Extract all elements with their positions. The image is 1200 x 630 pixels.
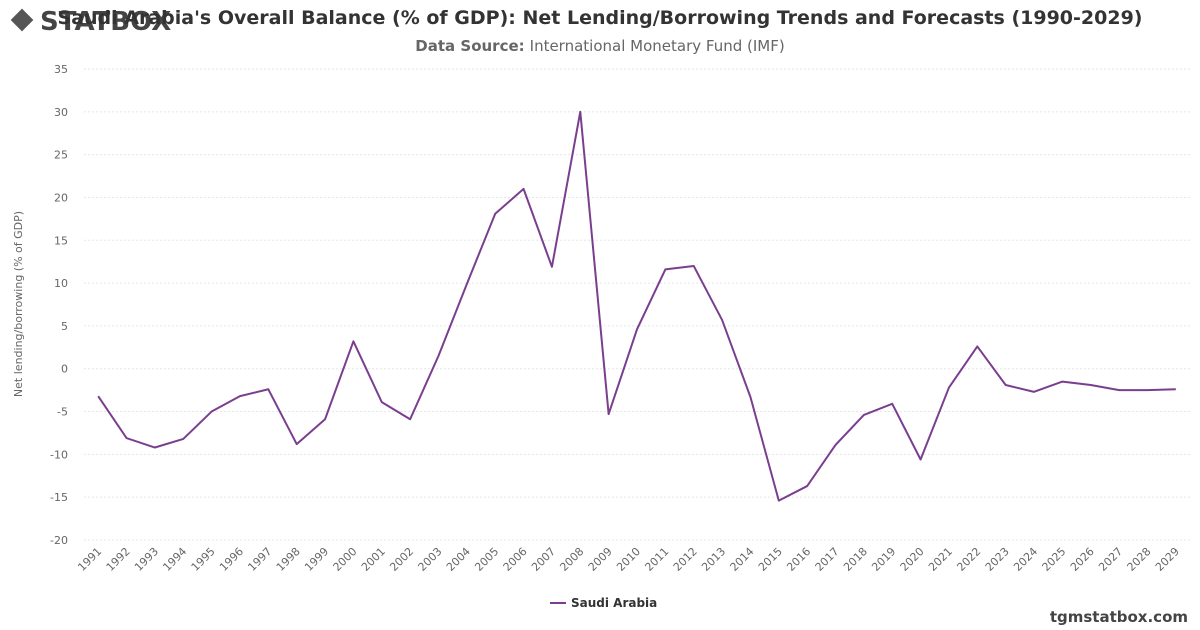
x-tick-label: 1994 (160, 545, 189, 574)
x-tick-label: 2026 (1068, 545, 1097, 574)
x-tick-label: 2020 (898, 545, 927, 574)
x-tick-label: 2001 (359, 545, 388, 574)
x-tick-label: 1998 (274, 545, 303, 574)
x-tick-label: 2000 (331, 545, 360, 574)
x-tick-label: 2028 (1125, 545, 1154, 574)
x-tick-label: 2023 (983, 545, 1012, 574)
x-tick-label: 1999 (302, 545, 331, 574)
y-tick-label: 15 (54, 234, 68, 247)
x-tick-label: 2018 (841, 545, 870, 574)
y-tick-label: -15 (50, 491, 68, 504)
x-tick-label: 2025 (1040, 545, 1069, 574)
x-tick-label: 2022 (954, 545, 983, 574)
y-tick-label: 35 (54, 63, 68, 76)
x-tick-label: 2016 (784, 545, 813, 574)
x-tick-label: 2008 (557, 545, 586, 574)
x-tick-label: 1991 (75, 545, 104, 574)
x-tick-label: 2029 (1153, 545, 1182, 574)
y-tick-label: -5 (57, 406, 68, 419)
x-tick-label: 2009 (586, 545, 615, 574)
x-tick-label: 1996 (217, 545, 246, 574)
footer: tgmstatbox.com (1050, 608, 1188, 626)
logo-icon (10, 8, 34, 32)
legend-label: Saudi Arabia (571, 596, 657, 610)
x-tick-label: 2002 (387, 545, 416, 574)
y-axis-title: Net lending/borrowing (% of GDP) (12, 211, 25, 397)
y-tick-label: -10 (50, 448, 68, 461)
x-tick-label: 2012 (671, 545, 700, 574)
x-tick-label: 2027 (1096, 545, 1125, 574)
x-tick-label: 2017 (813, 545, 842, 574)
source-label: Data Source: (415, 37, 524, 55)
y-tick-label: 20 (54, 191, 68, 204)
y-tick-label: 30 (54, 106, 68, 119)
x-tick-label: 2005 (472, 545, 501, 574)
x-tick-label: 2003 (416, 545, 445, 574)
x-tick-label: 1993 (132, 545, 161, 574)
x-tick-label: 2021 (926, 545, 955, 574)
x-tick-label: 1992 (104, 545, 133, 574)
brand: STATBOX (40, 7, 171, 37)
x-tick-label: 2019 (869, 545, 898, 574)
x-tick-label: 1995 (189, 545, 218, 574)
x-tick-label: 2024 (1011, 545, 1040, 574)
y-tick-label: 0 (61, 363, 68, 376)
x-tick-label: 2004 (444, 545, 473, 574)
line (97, 110, 1176, 502)
source: International Monetary Fund (IMF) (530, 37, 785, 55)
x-tick-label: 2014 (728, 545, 757, 574)
x-tick-label: 2006 (501, 545, 530, 574)
logo: STATBOX (10, 7, 171, 37)
x-tick-label: 2007 (529, 545, 558, 574)
x-tick-label: 2011 (642, 545, 671, 574)
subtitle: Data Source: International Monetary Fund … (415, 37, 784, 55)
y-tick-label: 10 (54, 277, 68, 290)
y-tick-label: -20 (50, 534, 68, 547)
x-tick-label: 2013 (699, 545, 728, 574)
chart-title: Saudi Arabia's Overall Balance (% of GDP… (58, 7, 1143, 29)
y-tick-label: 5 (61, 320, 68, 333)
y-tick-label: 25 (54, 149, 68, 162)
x-tick-label: 2015 (756, 545, 785, 574)
x-tick-label: 1997 (245, 545, 274, 574)
x-tick-label: 2010 (614, 545, 643, 574)
